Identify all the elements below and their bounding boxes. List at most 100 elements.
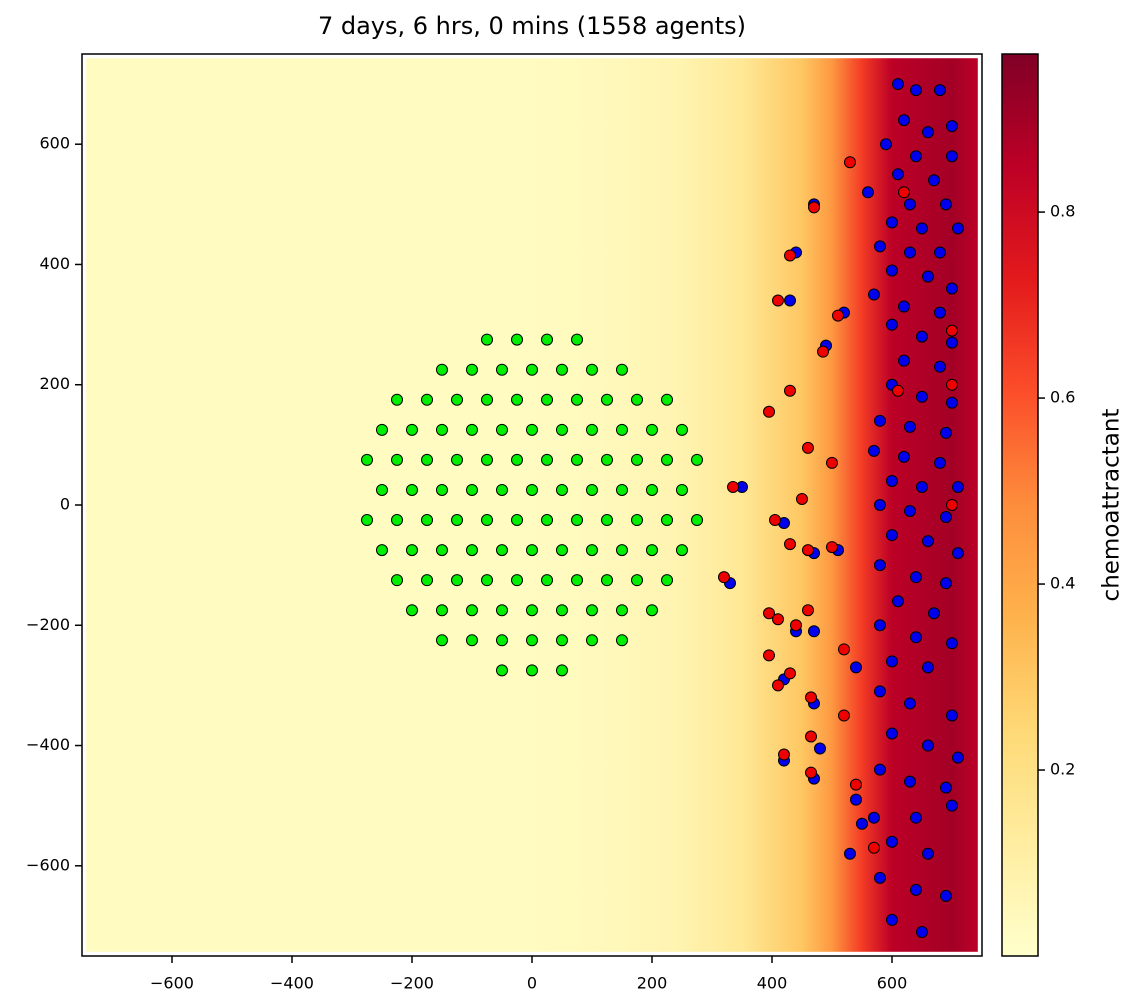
agent xyxy=(880,138,892,151)
agent xyxy=(805,730,817,743)
agent xyxy=(727,480,739,493)
agent xyxy=(646,604,658,617)
agent xyxy=(511,333,523,346)
agent xyxy=(922,661,934,674)
agent xyxy=(916,330,928,343)
agent xyxy=(910,150,922,163)
agent xyxy=(940,577,952,590)
agent xyxy=(616,604,628,617)
agent xyxy=(910,883,922,896)
agent xyxy=(946,282,958,295)
colorbar-label: chemoattractant xyxy=(1099,409,1125,602)
agent xyxy=(601,453,613,466)
agent xyxy=(496,363,508,376)
agent xyxy=(868,841,880,854)
agent xyxy=(586,544,598,557)
agent xyxy=(814,742,826,755)
agent xyxy=(904,246,916,259)
agent xyxy=(541,574,553,587)
agent xyxy=(940,198,952,211)
agent xyxy=(541,514,553,527)
agent xyxy=(763,405,775,418)
agent xyxy=(910,571,922,584)
x-tick-label: −400 xyxy=(270,974,314,993)
agent xyxy=(946,324,958,337)
agent xyxy=(904,775,916,788)
agent xyxy=(772,613,784,626)
agent xyxy=(886,913,898,926)
colorbar-tick-label: 0.2 xyxy=(1050,760,1075,779)
agent xyxy=(946,709,958,722)
agent xyxy=(541,393,553,406)
agent xyxy=(661,393,673,406)
agent xyxy=(952,547,964,560)
agent xyxy=(922,739,934,752)
agent xyxy=(934,84,946,97)
agent xyxy=(586,634,598,647)
y-tick-label: 600 xyxy=(39,134,70,153)
agent xyxy=(844,156,856,169)
agent xyxy=(376,544,388,557)
agent xyxy=(436,634,448,647)
heatmap xyxy=(86,58,978,952)
agent xyxy=(541,453,553,466)
agent xyxy=(850,661,862,674)
agent xyxy=(826,541,838,554)
agent xyxy=(676,423,688,436)
agent xyxy=(868,444,880,457)
agent xyxy=(940,426,952,439)
agent xyxy=(496,423,508,436)
agent xyxy=(874,240,886,253)
agent xyxy=(556,423,568,436)
agent xyxy=(436,604,448,617)
agent xyxy=(661,574,673,587)
agent xyxy=(934,360,946,373)
agent xyxy=(511,453,523,466)
agent xyxy=(511,514,523,527)
agent xyxy=(481,393,493,406)
agent xyxy=(466,604,478,617)
agent xyxy=(946,396,958,409)
agent xyxy=(817,345,829,358)
colorbar xyxy=(1001,53,1039,957)
agent xyxy=(691,453,703,466)
agent xyxy=(946,637,958,650)
x-tick-label: 0 xyxy=(527,974,537,993)
agent xyxy=(586,363,598,376)
agent xyxy=(631,453,643,466)
agent xyxy=(952,480,964,493)
agent xyxy=(922,847,934,860)
agent xyxy=(910,811,922,824)
agent xyxy=(571,453,583,466)
agent xyxy=(631,514,643,527)
agent xyxy=(946,378,958,391)
agent xyxy=(376,483,388,496)
agent xyxy=(406,604,418,617)
y-tick-label: 400 xyxy=(39,254,70,273)
agent xyxy=(922,535,934,548)
agent xyxy=(922,126,934,139)
agent xyxy=(805,766,817,779)
agent xyxy=(868,811,880,824)
agent xyxy=(940,781,952,794)
agent xyxy=(676,483,688,496)
agent xyxy=(451,514,463,527)
agent xyxy=(892,168,904,181)
agent xyxy=(466,423,478,436)
agent xyxy=(904,505,916,518)
agent xyxy=(916,480,928,493)
agent xyxy=(496,604,508,617)
agent xyxy=(391,453,403,466)
agent xyxy=(421,514,433,527)
agent xyxy=(952,751,964,764)
agent xyxy=(928,174,940,187)
agent xyxy=(886,264,898,277)
agent xyxy=(661,453,673,466)
agent xyxy=(451,393,463,406)
agent xyxy=(808,201,820,214)
agent xyxy=(784,384,796,397)
agent xyxy=(526,483,538,496)
agent xyxy=(886,474,898,487)
agent xyxy=(874,414,886,427)
